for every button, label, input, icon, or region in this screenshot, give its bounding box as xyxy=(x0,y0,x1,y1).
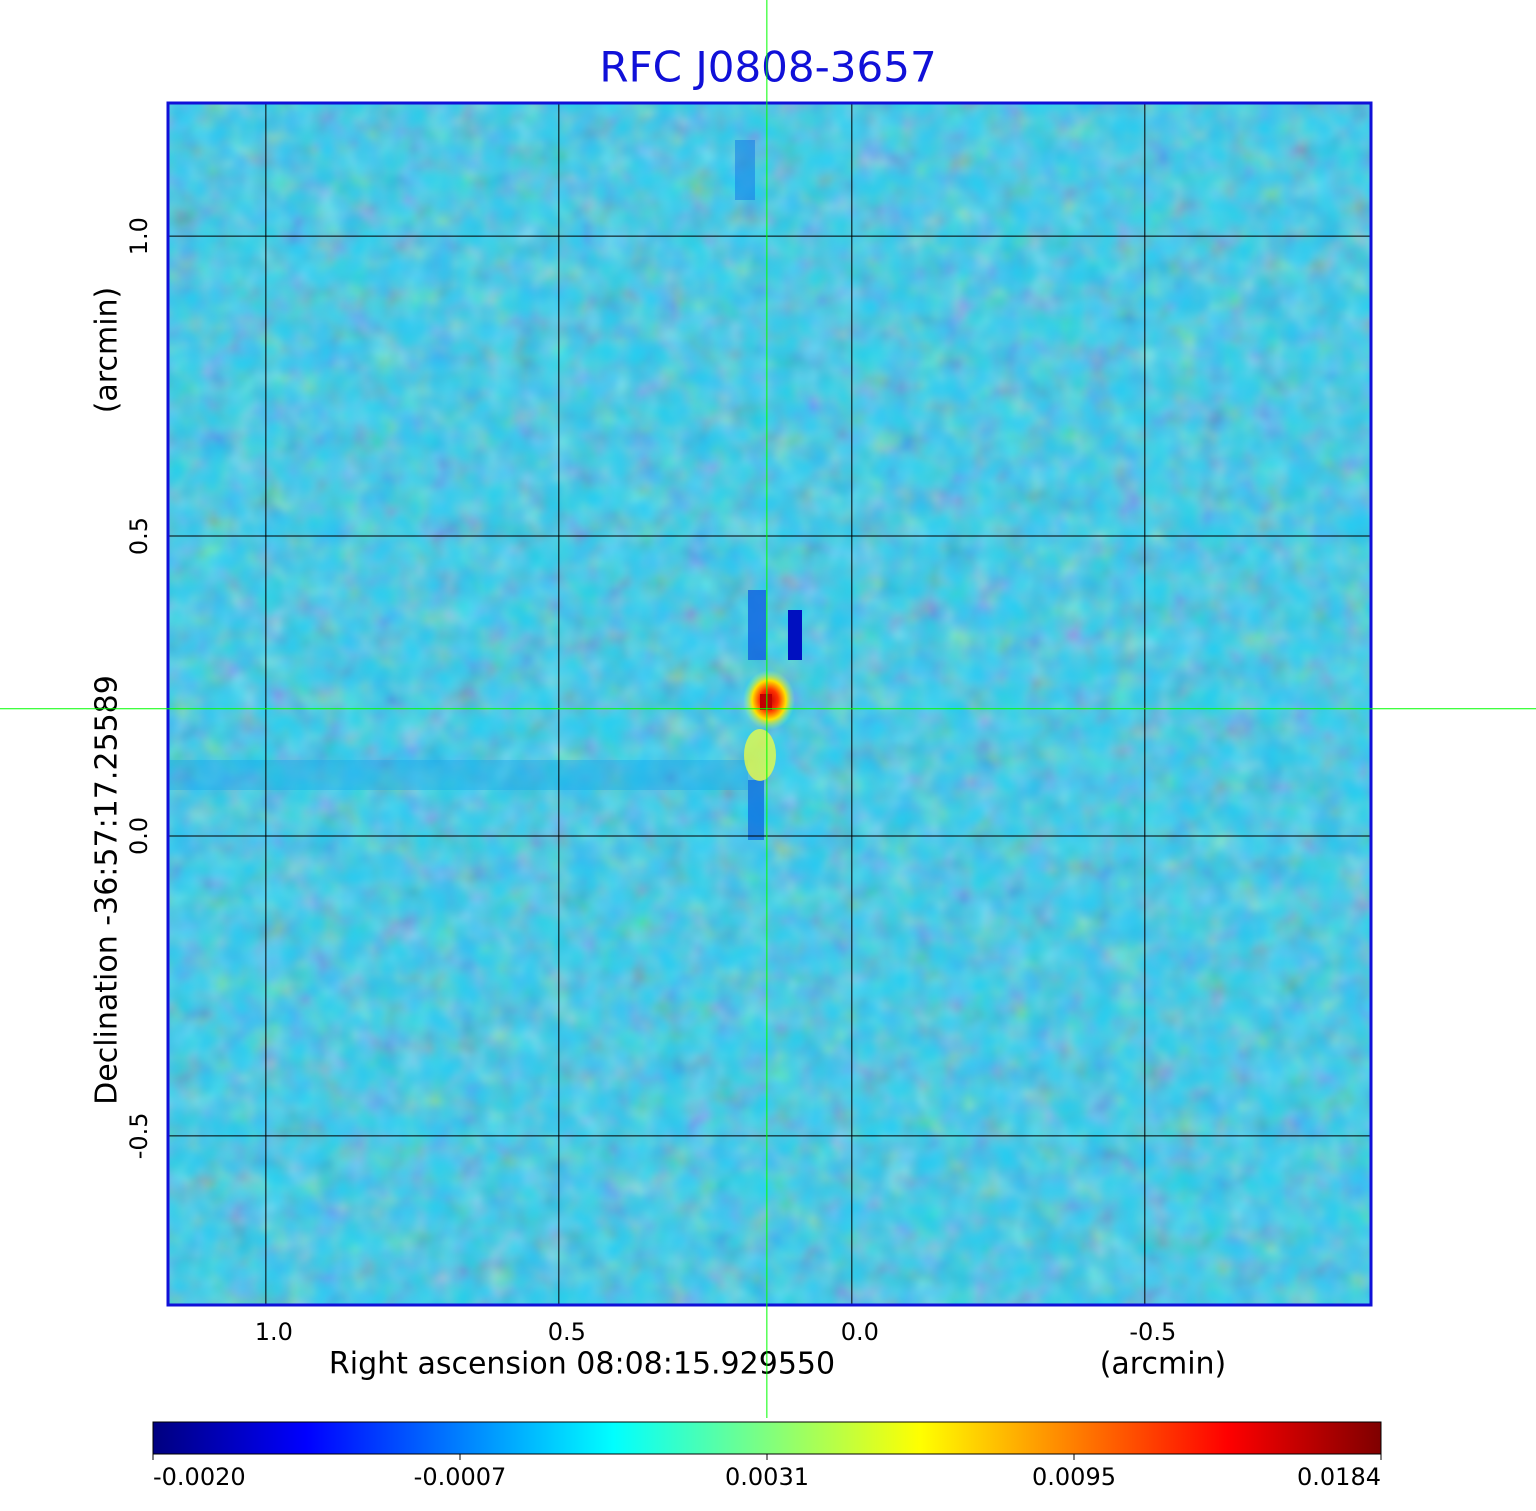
x-tick-label: 0.0 xyxy=(841,1318,879,1346)
source-peak xyxy=(760,694,772,710)
sidelobe xyxy=(735,140,755,200)
y-axis-label: Declination -36:57:17.25589 xyxy=(90,675,125,1105)
colorbar xyxy=(152,1421,1382,1455)
chart-title: RFC J0808-3657 xyxy=(599,43,936,92)
frame xyxy=(166,101,1373,1307)
sidelobe xyxy=(748,590,766,660)
x-tick-label: 0.5 xyxy=(548,1318,586,1346)
colorbar-tick-label: -0.0007 xyxy=(414,1463,507,1491)
y-axis-unit: (arcmin) xyxy=(90,287,125,414)
sidelobe xyxy=(788,610,802,660)
x-axis-unit: (arcmin) xyxy=(1100,1347,1227,1382)
y-tick-label: -0.5 xyxy=(125,1112,153,1159)
sidelobe xyxy=(748,780,764,840)
x-axis-label: Right ascension 08:08:15.929550 xyxy=(329,1347,835,1382)
grid xyxy=(168,103,1371,1305)
image xyxy=(168,103,1371,1305)
x-tick-label: -0.5 xyxy=(1129,1318,1176,1346)
y-tick-label: 1.0 xyxy=(125,217,153,255)
colorbar-tick-label: -0.0020 xyxy=(153,1463,246,1491)
colorbar-tick-label: 0.0031 xyxy=(725,1463,809,1491)
colorbar-tick-label: 0.0184 xyxy=(1297,1463,1381,1491)
y-tick-label: 0.5 xyxy=(125,517,153,555)
x-tick-label: 1.0 xyxy=(255,1318,293,1346)
colorbar-tick-label: 0.0095 xyxy=(1032,1463,1116,1491)
y-tick-label: 0.0 xyxy=(125,817,153,855)
source-tail xyxy=(744,729,776,781)
sidelobe xyxy=(168,760,748,790)
